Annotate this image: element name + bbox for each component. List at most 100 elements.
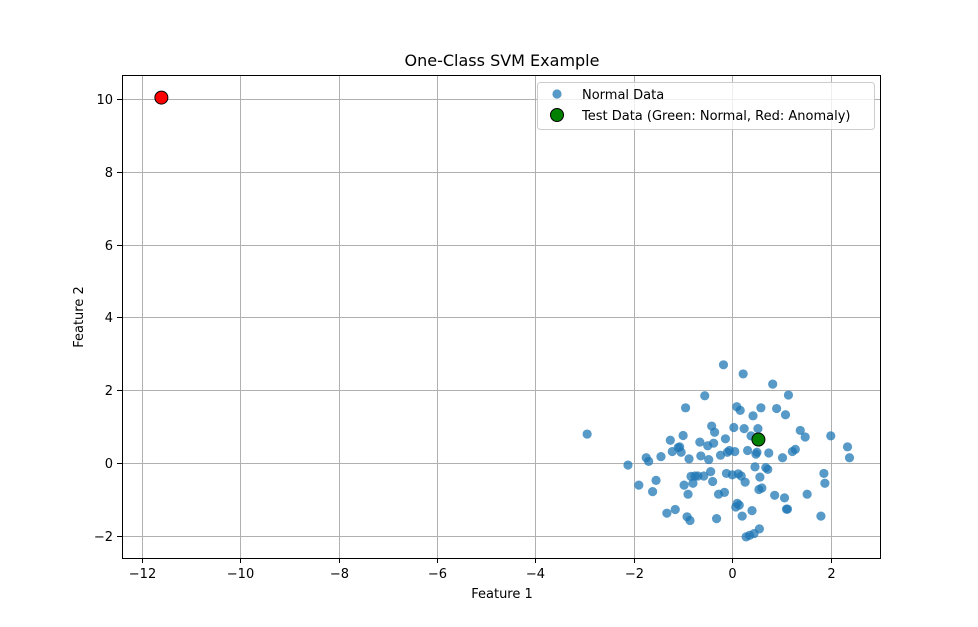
normal-data-point [754,524,765,534]
normal-data-point [777,453,788,463]
normal-data-point [795,425,805,436]
chart-title: One-Class SVM Example [405,51,600,70]
normal-data-point [656,452,666,462]
normal-data-point [720,434,731,444]
normal-data-point [719,487,730,497]
normal-data-point [710,427,720,437]
normal-data-point [790,444,800,454]
normal-data-point [757,483,767,493]
x-tick-label: −6 [428,567,447,582]
x-tick-label: −8 [330,567,349,582]
normal-data-point [763,464,773,475]
normal-data-point [738,369,748,379]
test-data-point-normal [751,432,766,447]
normal-data-point [718,360,729,370]
normal-data-point [648,487,658,497]
x-axis: −12 −10 −8 −6 −4 −2 0 2 [129,558,836,582]
normal-data-point [704,454,714,465]
x-tick-label: −4 [526,567,545,582]
y-tick-label: 4 [105,311,113,326]
legend-marker-normal [552,89,562,99]
normal-data-point [709,438,719,448]
normal-data-point [699,471,709,481]
normal-data-point [755,472,765,482]
y-tick-label: −2 [94,530,113,545]
legend-label-normal-data: Normal Data [582,88,664,103]
normal-data-point [582,429,592,439]
normal-data-point [734,500,744,510]
normal-data-point [844,453,855,463]
normal-data-point [750,462,760,472]
test-data-point-anomaly [154,90,169,105]
normal-data-point [665,435,675,445]
x-tick-label: 2 [827,567,835,582]
normal-data-point [742,445,753,456]
plot-frame [122,75,881,559]
y-tick-label: 8 [105,166,113,181]
normal-data-point [679,480,689,490]
normal-data-point [676,447,686,457]
normal-data-point [711,514,722,524]
x-tick-label: −2 [625,567,644,582]
normal-data-point [678,430,688,441]
legend: Normal Data Test Data (Green: Normal, Red… [537,82,875,130]
x-tick-label: −12 [129,567,156,582]
normal-data-point [800,432,810,442]
normal-data-point [680,403,691,413]
legend-marker-test [550,108,564,122]
normal-data-point [662,508,672,518]
normal-data-point [780,410,791,420]
y-tick-label: 10 [96,93,113,108]
normal-data-point [756,403,766,413]
normal-data-point [695,437,705,447]
normal-data-point [696,451,706,461]
normal-data-point [651,475,661,485]
x-axis-label: Feature 1 [471,587,533,602]
normal-data-point [708,476,718,487]
y-axis-label: Feature 2 [72,286,87,348]
normal-data-point [729,422,739,433]
normal-data-point [842,442,853,452]
normal-data-point [819,468,829,479]
normal-data-point [752,447,762,457]
normal-data-point [826,431,836,441]
normal-data-point [700,391,710,401]
normal-data-point [634,480,644,490]
normal-data-point [782,504,793,514]
normal-data-point [820,478,830,488]
normal-data-point [684,454,694,464]
y-tick-label: 6 [105,239,113,254]
normal-data-point [802,489,812,499]
y-tick-label: 0 [105,457,113,472]
legend-label-test-data: Test Data (Green: Normal, Red: Anomaly) [581,109,850,124]
normal-data-point [779,493,790,503]
normal-data-point [670,504,680,515]
legend-frame [537,82,875,130]
normal-data-point [764,448,774,458]
normal-data-point [737,511,747,521]
y-axis: −2 0 2 4 6 8 10 [94,93,122,545]
normal-data-point [683,489,693,499]
x-tick-label: −10 [227,567,254,582]
normal-data-point [816,511,826,521]
normal-data-point [715,450,726,460]
x-tick-label: 0 [728,567,736,582]
normal-data-point [706,467,716,477]
normal-data-point [783,390,794,400]
normal-data-point [772,403,782,414]
normal-data-point [685,515,695,526]
normal-data-point [739,423,749,434]
normal-data-point [644,456,654,466]
normal-data-point [753,423,763,434]
normal-data-point [740,477,750,487]
normal-data-point [735,405,745,415]
normal-data-point [747,506,757,516]
normal-data-point [623,460,633,470]
data-points [154,90,855,542]
normal-data-point [768,379,778,389]
normal-data-point [770,490,780,500]
normal-data-point [730,446,740,457]
y-tick-label: 2 [105,384,113,399]
normal-data-point [688,478,698,488]
